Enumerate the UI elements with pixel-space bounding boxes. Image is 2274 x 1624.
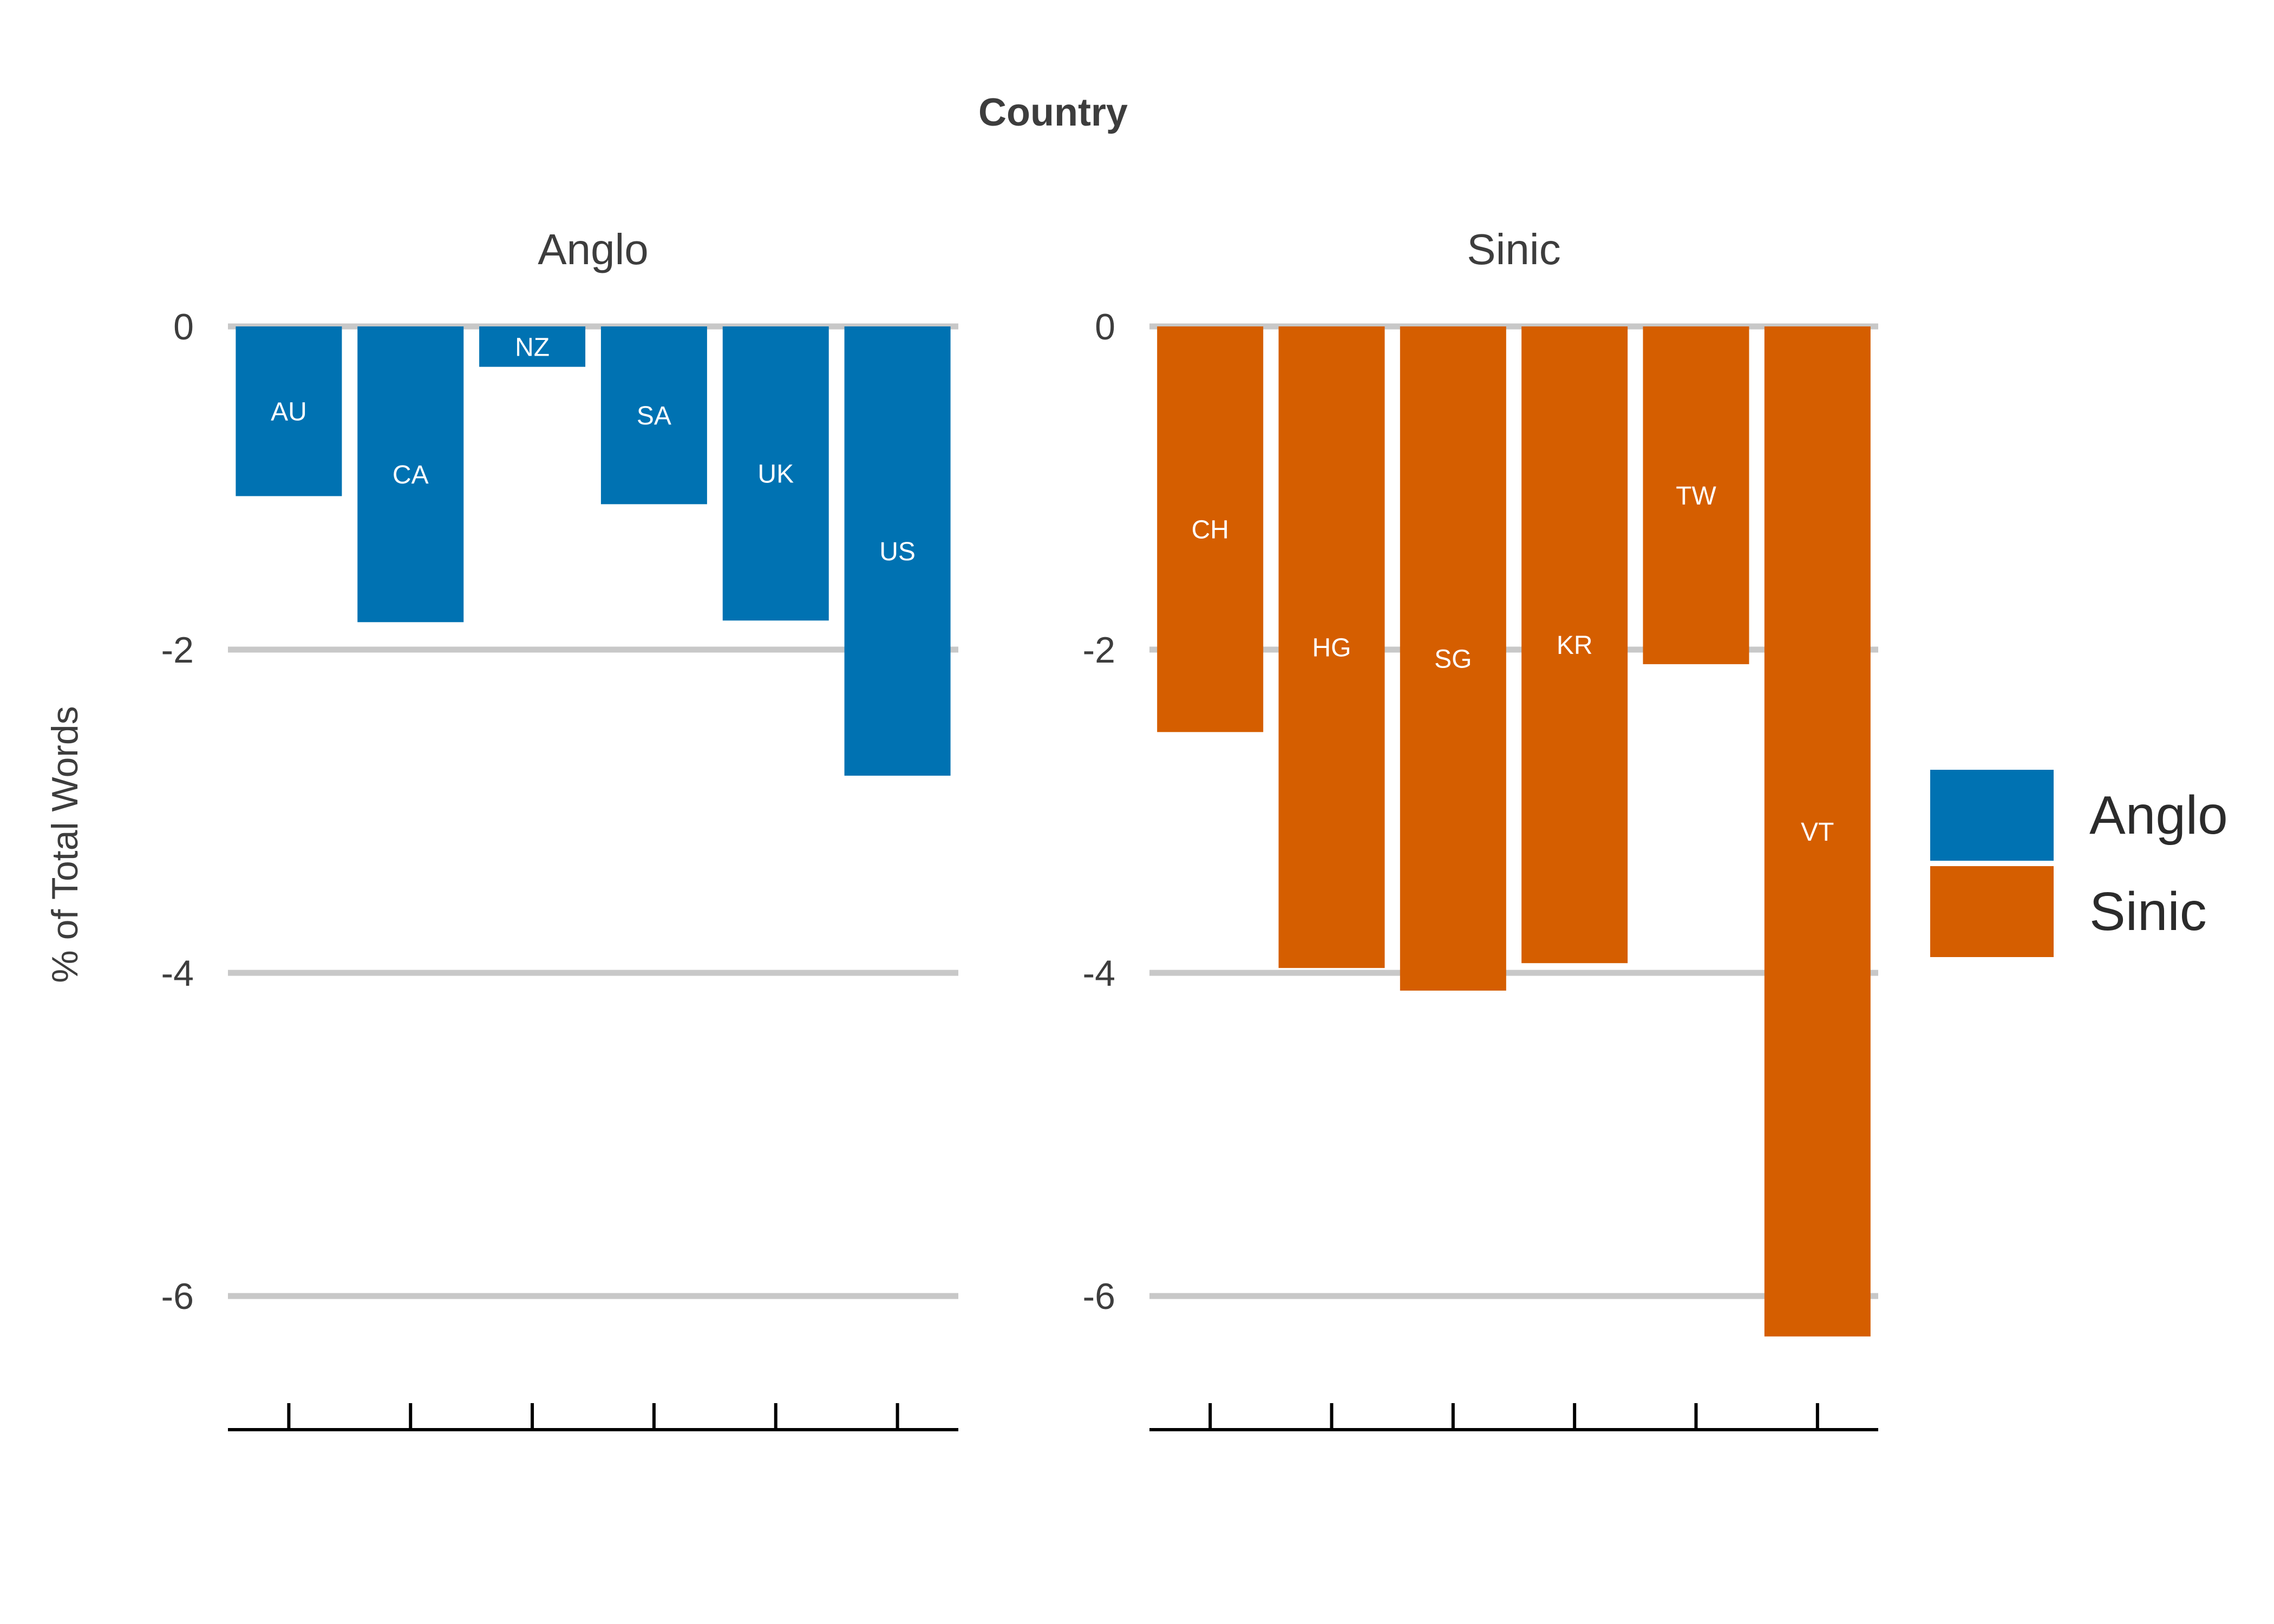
bar-label: VT — [1801, 818, 1834, 847]
bar-label: TW — [1676, 482, 1716, 510]
facet-label: Anglo — [538, 225, 649, 273]
bar — [1764, 326, 1871, 1337]
panel-anglo: Anglo 0 -2 -4 -6 AU CA NZ SA UK US — [161, 225, 958, 1431]
y-tick-label: -2 — [161, 630, 194, 671]
bar — [479, 326, 586, 367]
bar-label: KR — [1557, 631, 1593, 660]
bar-label: CA — [393, 461, 429, 489]
legend: Anglo Sinic — [1930, 770, 2228, 957]
y-tick-label: 0 — [1095, 306, 1115, 348]
bar-label: AU — [271, 398, 307, 427]
y-tick-label: -6 — [1083, 1276, 1115, 1317]
bar — [600, 326, 707, 505]
bar — [1278, 326, 1385, 968]
legend-label: Sinic — [2089, 881, 2207, 942]
bar-label: UK — [757, 460, 794, 489]
y-tick-label: -2 — [1083, 630, 1115, 671]
bar — [722, 326, 829, 621]
y-axis-label: % of Total Words — [44, 706, 86, 983]
legend-swatch — [1930, 866, 2054, 957]
bar — [1643, 326, 1749, 664]
y-tick-label: 0 — [173, 306, 194, 348]
bar — [357, 326, 464, 623]
legend-label: Anglo — [2089, 785, 2228, 846]
bar — [1521, 326, 1628, 964]
y-tick-label: -4 — [1083, 953, 1115, 994]
bar-label: HG — [1312, 634, 1351, 663]
bar-label: SA — [637, 402, 671, 430]
y-tick-label: -6 — [161, 1276, 194, 1317]
bar — [1400, 326, 1506, 991]
bar-label: US — [879, 538, 916, 566]
bar-label: CH — [1192, 516, 1229, 545]
panel-sinic: Sinic 0 -2 -4 -6 CH HG SG KR TW VT — [1083, 225, 1878, 1431]
bar — [1157, 326, 1264, 732]
bar — [236, 326, 342, 496]
facet-label: Sinic — [1467, 225, 1560, 273]
bar-label: NZ — [515, 333, 550, 362]
legend-swatch — [1930, 770, 2054, 861]
bar-label: SG — [1434, 645, 1472, 673]
chart-title: Country — [978, 91, 1128, 134]
bar — [844, 326, 951, 776]
y-tick-label: -4 — [161, 953, 194, 994]
